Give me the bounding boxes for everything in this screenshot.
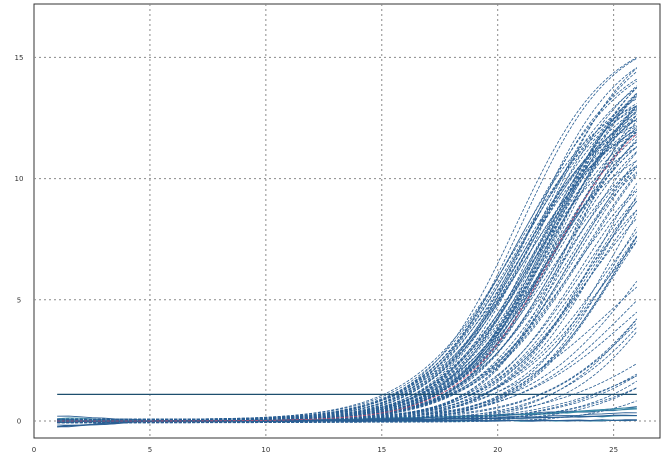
amplification-curve-94 xyxy=(57,400,637,423)
y-tick-label: 5 xyxy=(17,296,21,304)
x-tick-label: 15 xyxy=(377,446,386,454)
x-tick-label: 20 xyxy=(493,446,502,454)
amplification-curves xyxy=(57,57,638,424)
y-axis-ticks: 0 5 10 15 xyxy=(15,54,24,426)
amplification-curve-97 xyxy=(57,373,638,422)
y-tick-label: 15 xyxy=(15,54,24,62)
amplification-curve-96 xyxy=(57,375,638,421)
x-tick-label: 5 xyxy=(148,446,152,454)
y-tick-label: 0 xyxy=(17,418,21,426)
x-tick-label: 25 xyxy=(609,446,618,454)
x-tick-label: 10 xyxy=(261,446,270,454)
x-tick-label: 0 xyxy=(32,446,36,454)
y-tick-label: 10 xyxy=(15,175,24,183)
plot-frame xyxy=(33,3,661,439)
highlighted-curve xyxy=(57,133,638,422)
x-axis-ticks: 0 5 10 15 20 25 xyxy=(32,446,618,454)
